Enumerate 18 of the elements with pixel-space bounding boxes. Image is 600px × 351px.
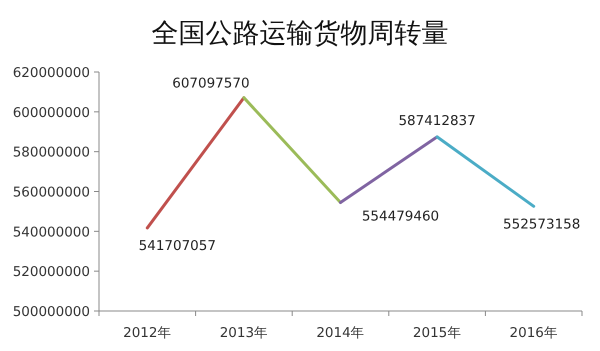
y-tick-label: 500000000 — [12, 304, 90, 320]
data-label: 554479460 — [362, 208, 440, 224]
chart-title: 全国公路运输货物周转量 — [152, 18, 448, 49]
data-label: 541707057 — [138, 238, 216, 254]
y-tick-label: 580000000 — [12, 144, 90, 161]
x-tick-label: 2014年 — [316, 325, 365, 341]
data-label: 587412837 — [398, 112, 476, 129]
y-tick-label: 560000000 — [12, 184, 90, 200]
x-tick-label: 2013年 — [220, 325, 268, 341]
x-tick-label: 2016年 — [510, 325, 558, 341]
y-tick-label: 620000000 — [12, 65, 90, 81]
y-tick-label: 600000000 — [12, 104, 90, 121]
y-tick-label: 520000000 — [12, 264, 90, 280]
x-tick-label: 2015年 — [412, 325, 462, 341]
y-tick-label: 540000000 — [12, 224, 90, 240]
data-label: 552573158 — [503, 216, 580, 232]
data-label: 607097570 — [172, 76, 250, 92]
x-tick-label: 2012年 — [123, 325, 172, 341]
